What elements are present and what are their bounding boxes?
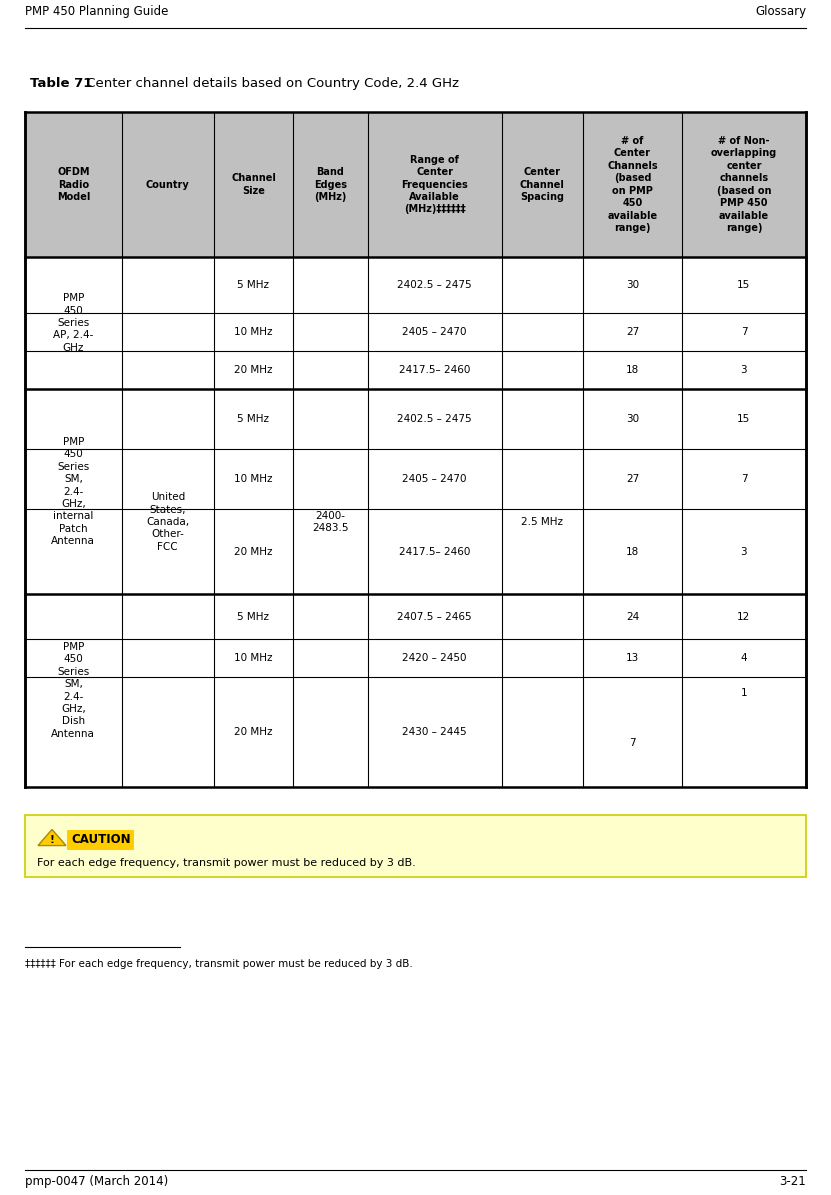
Text: Glossary: Glossary (755, 5, 806, 18)
Text: 10 MHz: 10 MHz (234, 652, 273, 663)
Text: Center channel details based on Country Code, 2.4 GHz: Center channel details based on Country … (82, 76, 459, 90)
Text: Channel
Size: Channel Size (231, 173, 276, 196)
Text: 5 MHz: 5 MHz (238, 413, 269, 424)
Text: 2402.5 – 2475: 2402.5 – 2475 (397, 280, 472, 290)
Text: 7: 7 (740, 327, 747, 337)
Text: 2430 – 2445: 2430 – 2445 (402, 727, 467, 737)
Text: 10 MHz: 10 MHz (234, 327, 273, 337)
Text: pmp-0047 (March 2014): pmp-0047 (March 2014) (25, 1175, 168, 1188)
Bar (25, 112, 806, 257)
Text: Range of
Center
Frequencies
Available
(MHz)‡‡‡‡‡‡: Range of Center Frequencies Available (M… (401, 154, 468, 214)
Text: 3-21: 3-21 (779, 1175, 806, 1188)
Text: 18: 18 (626, 546, 639, 557)
Bar (25, 594, 806, 639)
Text: !: ! (50, 834, 55, 845)
Text: United
States,
Canada,
Other-
FCC: United States, Canada, Other- FCC (146, 492, 189, 552)
Text: 7: 7 (740, 474, 747, 484)
Text: 30: 30 (626, 413, 639, 424)
Text: 4: 4 (740, 652, 747, 663)
Text: # of Non-
overlapping
center
channels
(based on
PMP 450
available
range): # of Non- overlapping center channels (b… (711, 136, 777, 233)
Text: 2400-
2483.5: 2400- 2483.5 (312, 510, 349, 533)
Text: PMP
450
Series
SM,
2.4-
GHz,
Dish
Antenna: PMP 450 Series SM, 2.4- GHz, Dish Antenn… (52, 642, 96, 739)
Text: 10 MHz: 10 MHz (234, 474, 273, 484)
Text: 12: 12 (737, 612, 750, 621)
Text: 27: 27 (626, 474, 639, 484)
Text: Country: Country (146, 179, 189, 190)
Bar (25, 257, 806, 313)
Text: 5 MHz: 5 MHz (238, 612, 269, 621)
Text: Table 71: Table 71 (30, 76, 92, 90)
Text: 5 MHz: 5 MHz (238, 280, 269, 290)
Text: 2405 – 2470: 2405 – 2470 (402, 327, 467, 337)
Bar (25, 351, 806, 390)
Bar (25, 815, 806, 877)
Text: ‡‡‡‡‡‡ For each edge frequency, transmit power must be reduced by 3 dB.: ‡‡‡‡‡‡ For each edge frequency, transmit… (25, 960, 413, 969)
Text: CAUTION: CAUTION (71, 833, 130, 846)
Text: 2407.5 – 2465: 2407.5 – 2465 (397, 612, 472, 621)
Text: PMP
450
Series
SM,
2.4-
GHz,
internal
Patch
Antenna: PMP 450 Series SM, 2.4- GHz, internal Pa… (52, 437, 96, 546)
Text: # of
Center
Channels
(based
on PMP
450
available
range): # of Center Channels (based on PMP 450 a… (607, 136, 658, 233)
Text: 3: 3 (740, 546, 747, 557)
Text: 3: 3 (740, 364, 747, 375)
Text: 15: 15 (737, 280, 750, 290)
Bar (25, 639, 806, 678)
Text: 27: 27 (626, 327, 639, 337)
Text: 18: 18 (626, 364, 639, 375)
Text: 2420 – 2450: 2420 – 2450 (402, 652, 467, 663)
Bar (25, 313, 806, 351)
Text: PMP 450 Planning Guide: PMP 450 Planning Guide (25, 5, 169, 18)
Text: 24: 24 (626, 612, 639, 621)
Text: OFDM
Radio
Model: OFDM Radio Model (57, 167, 90, 202)
Text: 20 MHz: 20 MHz (234, 364, 273, 375)
Text: Band
Edges
(MHz): Band Edges (MHz) (314, 167, 347, 202)
Text: 2.5 MHz: 2.5 MHz (521, 517, 563, 527)
Text: 2402.5 – 2475: 2402.5 – 2475 (397, 413, 472, 424)
Text: For each edge frequency, transmit power must be reduced by 3 dB.: For each edge frequency, transmit power … (37, 858, 416, 868)
Text: 1: 1 (740, 688, 747, 699)
Text: 2417.5– 2460: 2417.5– 2460 (399, 546, 470, 557)
Text: 7: 7 (629, 739, 636, 748)
Text: Center
Channel
Spacing: Center Channel Spacing (520, 167, 565, 202)
Text: 13: 13 (626, 652, 639, 663)
Text: 2417.5– 2460: 2417.5– 2460 (399, 364, 470, 375)
Bar (25, 678, 806, 788)
Bar (25, 449, 806, 509)
Text: 2405 – 2470: 2405 – 2470 (402, 474, 467, 484)
Text: 20 MHz: 20 MHz (234, 727, 273, 737)
Text: PMP
450
Series
AP, 2.4-
GHz: PMP 450 Series AP, 2.4- GHz (53, 293, 94, 353)
Bar (25, 390, 806, 449)
Text: 15: 15 (737, 413, 750, 424)
Bar (25, 509, 806, 594)
Text: 20 MHz: 20 MHz (234, 546, 273, 557)
Text: 30: 30 (626, 280, 639, 290)
Polygon shape (38, 829, 66, 846)
